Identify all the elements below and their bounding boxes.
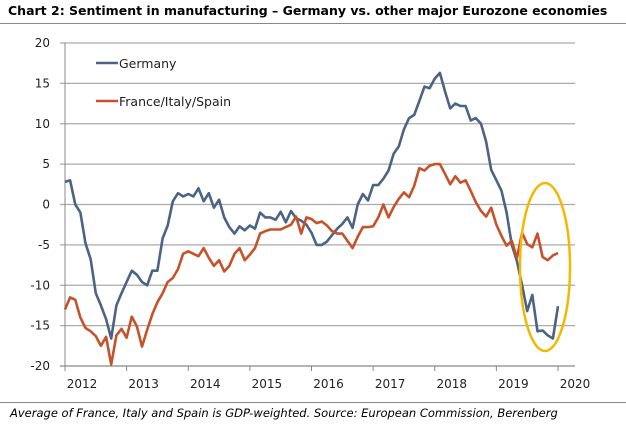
y-tick-label: -20: [30, 359, 50, 373]
footnote: Average of France, Italy and Spain is GD…: [10, 406, 558, 420]
y-tick-label: 10: [35, 117, 50, 131]
series-line-france-italy-spain: [63, 162, 559, 366]
title-rule: [0, 23, 626, 24]
footnote-rule: [0, 402, 626, 403]
y-tick-label: 0: [42, 198, 50, 212]
x-tick-label: 2012: [67, 377, 98, 391]
x-tick-label: 2015: [252, 377, 283, 391]
y-tick-label: -10: [30, 278, 50, 292]
legend-label: France/Italy/Spain: [119, 94, 231, 109]
y-tick-label: 5: [42, 157, 50, 171]
y-tick-label: 15: [35, 76, 50, 90]
x-tick-label: 2017: [375, 377, 406, 391]
x-tick-label: 2013: [128, 377, 159, 391]
x-tick-label: 2014: [190, 377, 221, 391]
y-tick-label: 20: [35, 36, 50, 50]
highlight-ellipse: [518, 181, 572, 353]
x-tick-label: 2019: [498, 377, 529, 391]
legend-label: Germany: [119, 56, 177, 71]
chart-title: Chart 2: Sentiment in manufacturing – Ge…: [8, 3, 608, 18]
series-line-germany: [64, 71, 560, 340]
x-tick-label: 2016: [313, 377, 344, 391]
y-tick-label: -15: [30, 319, 50, 333]
y-tick-label: -5: [38, 238, 50, 252]
x-tick-label: 2018: [436, 377, 467, 391]
x-tick-label: 2020: [560, 377, 591, 391]
